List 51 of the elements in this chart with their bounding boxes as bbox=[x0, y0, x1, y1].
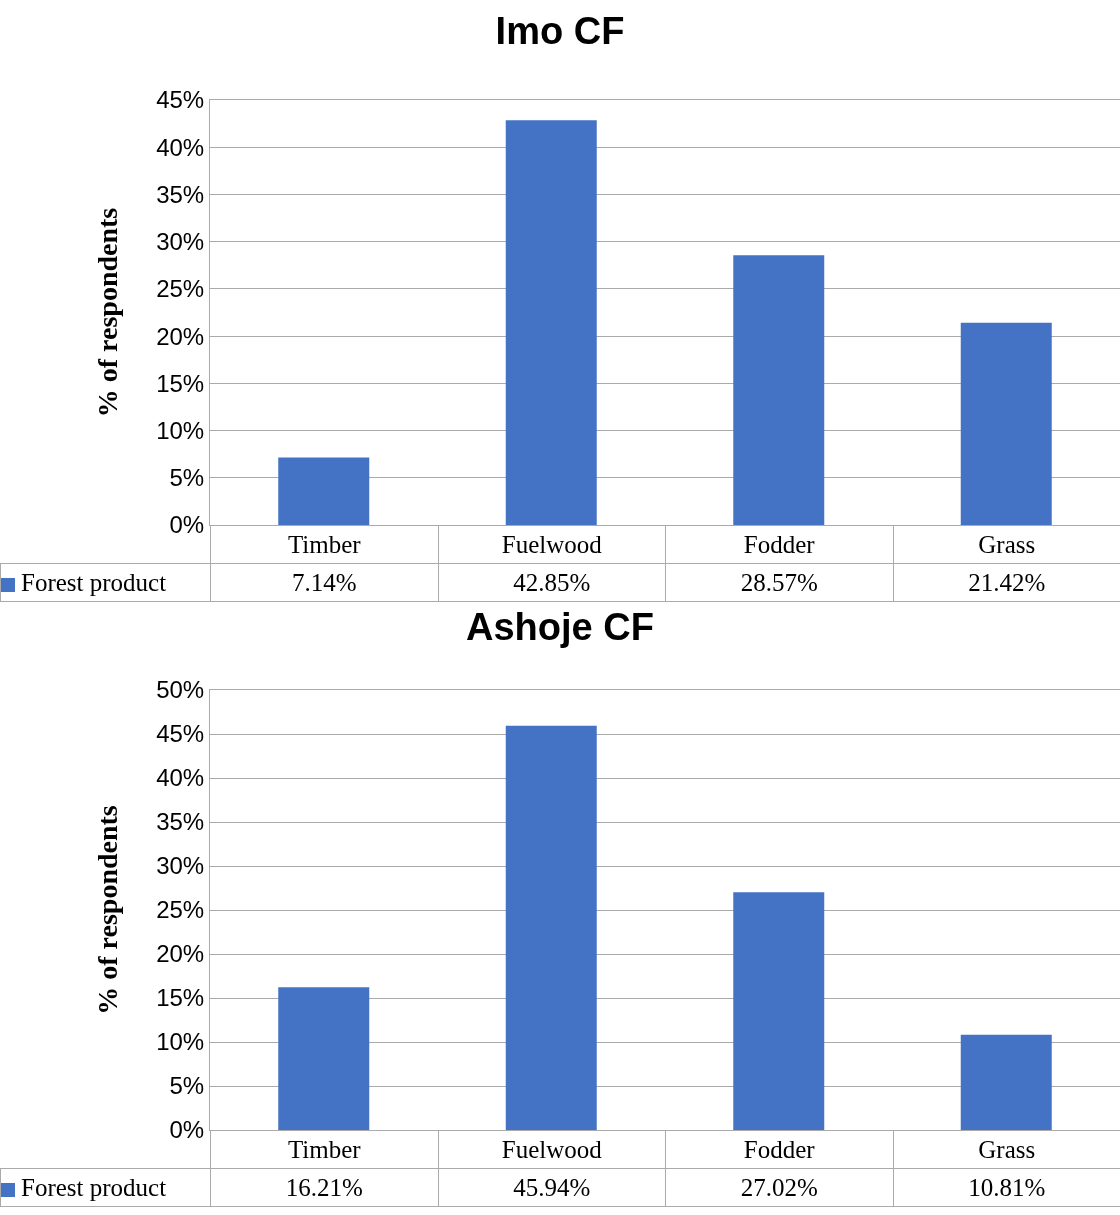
y-tick-label: 10% bbox=[156, 416, 205, 444]
legend-label: Forest product bbox=[21, 1173, 167, 1201]
y-tick-label: 45% bbox=[156, 86, 205, 114]
bar bbox=[960, 322, 1052, 525]
y-tick-label: 20% bbox=[156, 322, 205, 350]
y-tick-label: 0% bbox=[169, 1116, 205, 1144]
y-tick-label: 15% bbox=[156, 369, 205, 397]
y-tick-label: 15% bbox=[156, 984, 205, 1012]
y-tick-label: 35% bbox=[156, 808, 205, 836]
data-label: 7.14% bbox=[210, 563, 438, 602]
data-label: 45.94% bbox=[438, 1168, 666, 1207]
y-tick-label: 40% bbox=[156, 764, 205, 792]
x-tick-label: Fodder bbox=[665, 1130, 893, 1169]
bar bbox=[960, 1034, 1052, 1130]
y-tick-label: 5% bbox=[169, 1072, 205, 1100]
y-tick-label: 10% bbox=[156, 1028, 205, 1056]
y-axis-title: % of respondents bbox=[91, 207, 123, 418]
bar bbox=[278, 457, 370, 525]
data-label: 28.57% bbox=[665, 563, 893, 602]
y-tick-label: 20% bbox=[156, 940, 205, 968]
x-tick-label: Timber bbox=[210, 525, 438, 564]
y-tick-label: 25% bbox=[156, 275, 205, 303]
bar bbox=[278, 987, 370, 1130]
y-tick-label: 25% bbox=[156, 896, 205, 924]
y-axis-title: % of respondents bbox=[91, 805, 123, 1015]
data-label: 21.42% bbox=[893, 563, 1120, 602]
x-tick-label: Grass bbox=[893, 1130, 1120, 1169]
bar bbox=[505, 120, 597, 525]
bar bbox=[733, 255, 825, 525]
y-tick-label: 50% bbox=[156, 676, 205, 704]
y-tick-label: 0% bbox=[169, 511, 205, 539]
bar bbox=[505, 725, 597, 1130]
y-tick-label: 5% bbox=[169, 464, 205, 492]
x-tick-label: Fuelwood bbox=[438, 525, 666, 564]
chart-title: Imo CF bbox=[495, 10, 625, 53]
data-label: 16.21% bbox=[210, 1168, 438, 1207]
data-label: 27.02% bbox=[665, 1168, 893, 1207]
x-tick-label: Fuelwood bbox=[438, 1130, 666, 1169]
y-tick-label: 35% bbox=[156, 180, 205, 208]
bar bbox=[733, 892, 825, 1130]
x-tick-label: Grass bbox=[893, 525, 1120, 564]
x-tick-label: Fodder bbox=[665, 525, 893, 564]
legend-label: Forest product bbox=[21, 568, 167, 596]
data-label: 42.85% bbox=[438, 563, 666, 602]
data-label: 10.81% bbox=[893, 1168, 1120, 1207]
y-tick-label: 30% bbox=[156, 228, 205, 256]
y-tick-label: 30% bbox=[156, 852, 205, 880]
x-tick-label: Timber bbox=[210, 1130, 438, 1169]
chart-title: Ashoje CF bbox=[466, 606, 654, 649]
y-tick-label: 40% bbox=[156, 133, 205, 161]
y-tick-label: 45% bbox=[156, 720, 205, 748]
